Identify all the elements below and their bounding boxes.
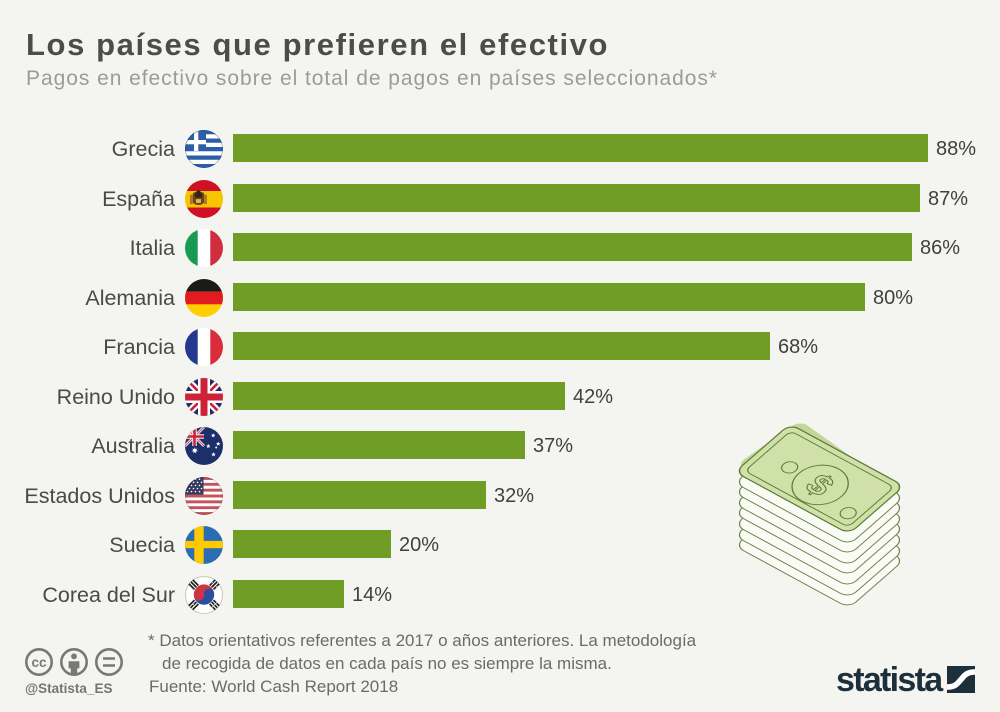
svg-text:statista: statista: [836, 661, 944, 698]
svg-text:cc: cc: [31, 655, 47, 670]
